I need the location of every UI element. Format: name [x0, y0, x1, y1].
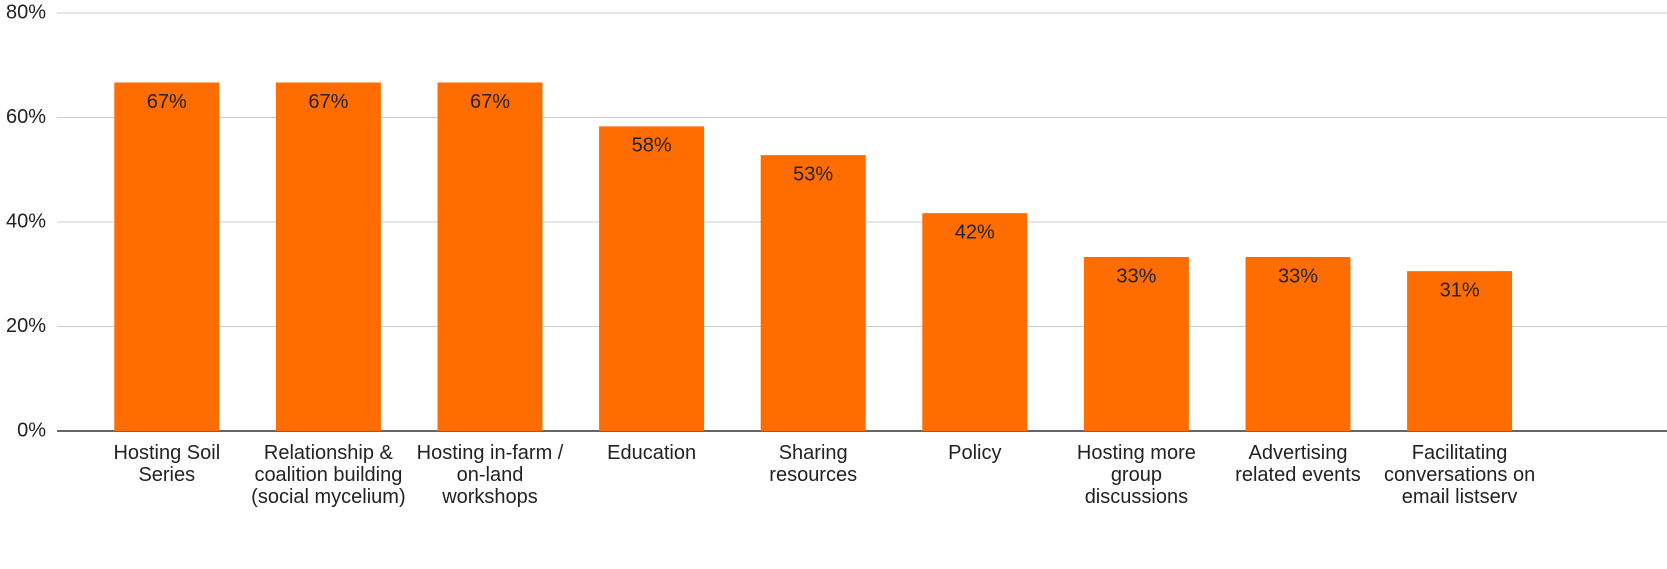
x-tick-label: Hosting more group discussions: [1076, 442, 1196, 508]
y-tick-label: 80%: [6, 1, 46, 23]
data-label: 58%: [632, 135, 672, 157]
bar: [922, 213, 1028, 431]
bar: [114, 82, 220, 432]
bar: [437, 82, 543, 432]
x-tick-label: Relationship & coalition building (socia…: [251, 442, 406, 508]
bar: [275, 82, 381, 432]
data-label: 42%: [955, 221, 995, 243]
y-tick-label: 60%: [6, 106, 46, 128]
data-label: 53%: [793, 163, 833, 185]
y-tick-label: 20%: [6, 315, 46, 337]
x-tick-label: Hosting in-farm / on-land workshops: [416, 442, 564, 508]
x-tick-label: Hosting Soil Series: [113, 442, 221, 486]
x-tick-label: Sharing resources: [769, 442, 858, 486]
bar: [1245, 257, 1351, 431]
x-tick-label: Facilitating conversations on email list…: [1383, 442, 1536, 508]
bar: [1407, 271, 1513, 431]
bar: [1083, 257, 1189, 431]
bar: [599, 126, 705, 431]
data-label: 33%: [1116, 265, 1156, 287]
data-label: 67%: [308, 91, 348, 113]
data-label: 33%: [1278, 265, 1318, 287]
y-tick-label: 40%: [6, 210, 46, 232]
bar: [760, 155, 866, 431]
data-label: 67%: [147, 91, 187, 113]
x-tick-label: Education: [607, 442, 697, 464]
data-label: 67%: [470, 91, 510, 113]
data-label: 31%: [1440, 279, 1480, 301]
x-tick-label: Policy: [948, 442, 1002, 464]
x-tick-label: Advertising related events: [1235, 442, 1361, 486]
y-tick-label: 0%: [17, 419, 46, 441]
